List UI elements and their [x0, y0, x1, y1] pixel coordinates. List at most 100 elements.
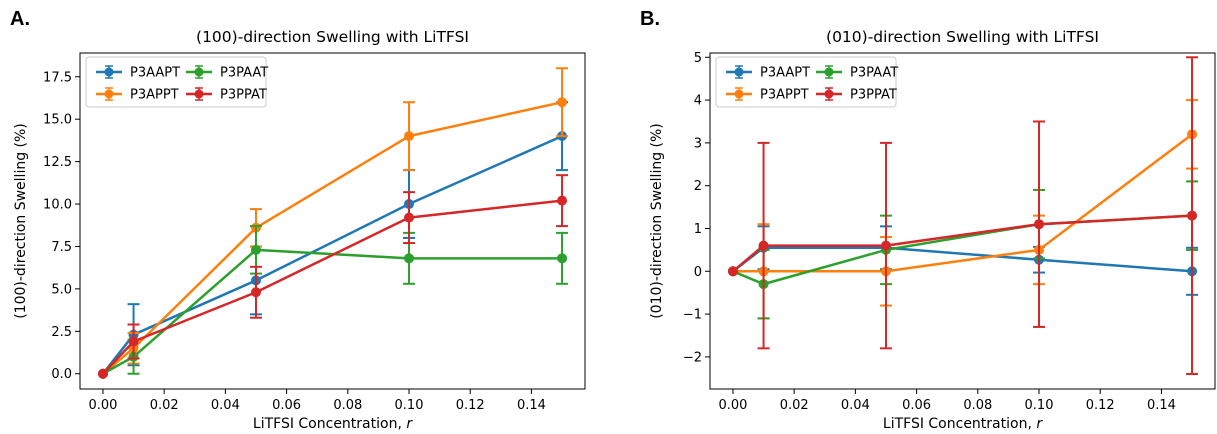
data-point — [1034, 219, 1045, 230]
x-tick-label: 0.08 — [333, 398, 362, 413]
x-tick-label: 0.02 — [780, 398, 809, 413]
series-line — [732, 214, 1193, 286]
data-point — [404, 212, 415, 223]
y-axis-label: (010)-direction Swelling (%) — [649, 123, 665, 319]
panel-label: A. — [10, 8, 30, 30]
legend-swatch-marker — [824, 89, 834, 99]
data-point — [880, 240, 891, 251]
series-p3appt — [97, 67, 569, 379]
legend-label: P3PAAT — [220, 66, 268, 81]
y-tick-label: 10.0 — [43, 198, 72, 213]
y-tick-label: 3 — [694, 136, 702, 151]
series-line — [102, 199, 563, 375]
series-p3ppat — [97, 174, 569, 379]
x-tick-label: 0.02 — [150, 398, 179, 413]
data-point — [557, 97, 568, 108]
legend: P3AAPT P3APPT P3PAAT P3PPAT — [85, 56, 268, 108]
y-tick-label: 0.0 — [51, 367, 72, 382]
y-tick-label: 7.5 — [51, 240, 72, 255]
x-tick-label: 0.12 — [456, 398, 485, 413]
x-tick-label: 0.00 — [88, 398, 117, 413]
data-point — [557, 195, 568, 206]
chart-panel-b: B. (010)-direction Swelling with LiTFSI 0.… — [640, 8, 1216, 432]
panel-label: B. — [640, 8, 660, 30]
x-tick-label: 0.00 — [718, 398, 747, 413]
x-axis-label-text: LiTFSI Concentration, — [253, 416, 406, 432]
x-tick-label: 0.10 — [395, 398, 424, 413]
legend-swatch-marker — [734, 67, 744, 77]
series-line — [732, 133, 1193, 273]
y-tick-label: 4 — [694, 94, 702, 109]
y-tick-label: 15.0 — [43, 113, 72, 128]
legend-label: P3PPAT — [850, 88, 897, 103]
series-line — [732, 214, 1193, 273]
chart-title: (100)-direction Swelling with LiTFSI — [196, 28, 469, 46]
legend-label: P3AAPT — [130, 66, 180, 81]
series-p3aapt — [97, 101, 569, 379]
x-axis-label-variable: r — [406, 416, 413, 432]
legend-box — [715, 56, 897, 108]
x-axis-label: LiTFSI Concentration, r — [253, 416, 413, 432]
series-p3paat — [97, 225, 569, 379]
y-tick-label: 5 — [694, 51, 702, 66]
x-tick-label: 0.12 — [1086, 398, 1115, 413]
x-tick-label: 0.06 — [272, 398, 301, 413]
data-point — [557, 253, 568, 264]
legend-item: P3PPAT — [186, 87, 267, 103]
legend-swatch-marker — [194, 67, 204, 77]
y-tick-label: 0 — [694, 265, 702, 280]
series-p3appt — [727, 99, 1199, 320]
x-axis-label-text: LiTFSI Concentration, — [883, 416, 1036, 432]
chart-title: (010)-direction Swelling with LiTFSI — [826, 28, 1099, 46]
legend-label: P3PPAT — [220, 88, 267, 103]
x-tick-label: 0.10 — [1025, 398, 1054, 413]
x-axis-label: LiTFSI Concentration, r — [883, 416, 1043, 432]
y-tick-label: 1 — [694, 222, 702, 237]
series-p3paat — [727, 180, 1199, 320]
y-tick-label: 5.0 — [51, 282, 72, 297]
data-point — [250, 244, 261, 255]
data-point — [250, 287, 261, 298]
data-point — [1187, 210, 1198, 221]
series-p3ppat — [727, 56, 1199, 376]
x-axis-label-variable: r — [1036, 416, 1043, 432]
y-tick-label: 12.5 — [43, 155, 72, 170]
y-tick-label: −1 — [683, 308, 702, 323]
chart-panel-a: A. (100)-direction Swelling with LiTFSI 0.… — [10, 8, 586, 432]
x-tick-label: 0.04 — [841, 398, 870, 413]
data-point — [404, 253, 415, 264]
series-line — [102, 100, 563, 375]
x-tick-label: 0.06 — [902, 398, 931, 413]
data-point — [128, 336, 139, 347]
legend-swatch-marker — [734, 89, 744, 99]
legend-box — [85, 56, 267, 108]
legend-item: P3AAPT — [96, 65, 180, 81]
legend-item: P3PAAT — [186, 65, 268, 81]
x-tick-label: 0.04 — [211, 398, 240, 413]
y-tick-label: 2 — [694, 179, 702, 194]
legend-swatch-marker — [104, 67, 114, 77]
data-point — [97, 368, 108, 379]
y-tick-label: −2 — [683, 350, 702, 365]
legend-item: P3APPT — [96, 87, 179, 103]
y-tick-label: 2.5 — [51, 325, 72, 340]
legend-swatch-marker — [824, 67, 834, 77]
legend-item: P3AAPT — [726, 65, 810, 81]
y-tick-label: 17.5 — [43, 70, 72, 85]
legend-label: P3PAAT — [850, 66, 898, 81]
legend-item: P3PAAT — [816, 65, 898, 81]
y-axis-label: (100)-direction Swelling (%) — [13, 123, 29, 319]
legend-label: P3APPT — [760, 88, 809, 103]
plot-frame — [79, 52, 586, 390]
legend-label: P3AAPT — [760, 66, 810, 81]
legend-item: P3PPAT — [816, 87, 897, 103]
x-tick-label: 0.08 — [963, 398, 992, 413]
data-point — [404, 131, 415, 142]
legend-item: P3APPT — [726, 87, 809, 103]
data-point — [758, 240, 769, 251]
x-tick-label: 0.14 — [517, 398, 546, 413]
legend-swatch-marker — [104, 89, 114, 99]
legend-swatch-marker — [194, 89, 204, 99]
legend-label: P3APPT — [130, 88, 179, 103]
